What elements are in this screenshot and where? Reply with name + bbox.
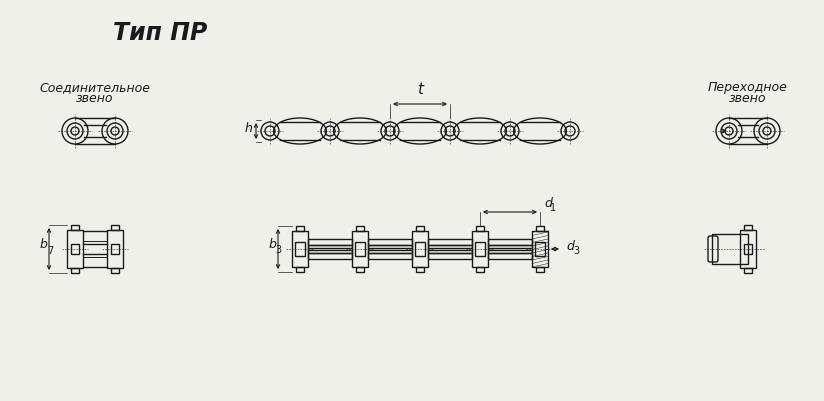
- Text: Соединительное: Соединительное: [40, 81, 151, 94]
- Bar: [308, 250, 352, 253]
- Bar: [412, 231, 428, 267]
- Bar: [67, 230, 83, 268]
- Bar: [356, 267, 364, 272]
- Bar: [428, 250, 472, 253]
- Bar: [111, 244, 119, 254]
- Bar: [740, 230, 756, 268]
- Text: Переходное: Переходное: [708, 81, 788, 94]
- Bar: [368, 245, 412, 248]
- Bar: [308, 245, 352, 248]
- Bar: [744, 225, 752, 230]
- Text: h: h: [244, 122, 252, 134]
- Bar: [536, 267, 544, 272]
- Text: звено: звено: [729, 92, 767, 105]
- Bar: [368, 250, 412, 253]
- Bar: [416, 226, 424, 231]
- Bar: [356, 226, 364, 231]
- Text: 3: 3: [573, 246, 579, 256]
- Bar: [111, 225, 119, 230]
- Text: 3: 3: [275, 245, 281, 255]
- Bar: [415, 242, 425, 256]
- Bar: [111, 268, 119, 273]
- Bar: [296, 267, 304, 272]
- Bar: [71, 244, 79, 254]
- Bar: [488, 245, 532, 248]
- Bar: [71, 225, 79, 230]
- Text: Тип ПР: Тип ПР: [113, 21, 207, 45]
- Bar: [355, 242, 365, 256]
- Text: d: d: [566, 241, 574, 253]
- Text: b: b: [268, 239, 276, 251]
- Bar: [295, 242, 305, 256]
- Bar: [107, 230, 123, 268]
- Bar: [744, 244, 752, 254]
- Bar: [488, 250, 532, 253]
- Bar: [744, 268, 752, 273]
- Bar: [296, 226, 304, 231]
- Bar: [416, 267, 424, 272]
- Bar: [475, 242, 485, 256]
- Bar: [428, 245, 472, 248]
- Text: звено: звено: [77, 92, 114, 105]
- Bar: [472, 231, 488, 267]
- Text: t: t: [417, 82, 423, 97]
- Text: b: b: [39, 239, 47, 251]
- Bar: [292, 231, 308, 267]
- Bar: [476, 226, 484, 231]
- Bar: [352, 231, 368, 267]
- Bar: [535, 242, 545, 256]
- Bar: [532, 231, 548, 267]
- Bar: [536, 226, 544, 231]
- Text: d: d: [544, 197, 552, 210]
- Bar: [712, 234, 748, 264]
- Text: 7: 7: [47, 246, 53, 256]
- Bar: [476, 267, 484, 272]
- Text: 1: 1: [550, 203, 556, 213]
- Bar: [71, 268, 79, 273]
